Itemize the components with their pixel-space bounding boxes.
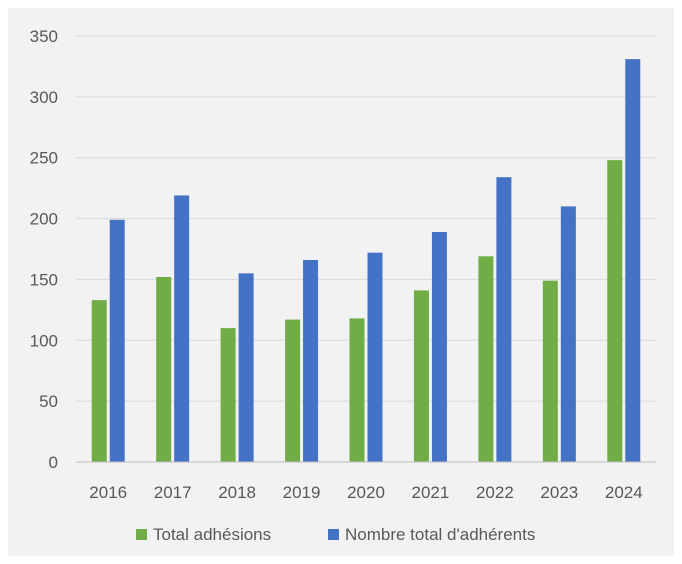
- y-tick-label: 350: [30, 27, 58, 46]
- y-axis-tick-labels: 0 50 100 150 200 250 300 350: [30, 27, 58, 472]
- x-tick-label: 2019: [283, 483, 321, 502]
- x-tick-label: 2021: [412, 483, 450, 502]
- bar-total-adhesions-2021: [413, 290, 429, 462]
- legend-item-nombre-total-adherents: Nombre total d'adhérents: [328, 525, 535, 544]
- x-tick-label: 2018: [218, 483, 256, 502]
- bar-nombre-total-adherents-2016: [109, 219, 125, 462]
- bar-total-adhesions-2017: [156, 276, 172, 462]
- gridlines: [76, 35, 656, 402]
- bar-nombre-total-adherents-2017: [174, 195, 190, 462]
- bar-nombre-total-adherents-2021: [431, 231, 447, 462]
- bar-nombre-total-adherents-2018: [238, 273, 254, 462]
- y-tick-label: 100: [30, 331, 58, 350]
- bar-nombre-total-adherents-2019: [303, 259, 319, 462]
- bar-nombre-total-adherents-2024: [625, 59, 641, 463]
- bars: [91, 59, 641, 463]
- bar-total-adhesions-2018: [220, 328, 236, 462]
- bar-total-adhesions-2016: [91, 300, 107, 462]
- bar-nombre-total-adherents-2023: [560, 206, 576, 462]
- y-tick-label: 200: [30, 210, 58, 229]
- y-tick-label: 0: [49, 453, 58, 472]
- legend-swatch: [136, 529, 147, 540]
- bar-total-adhesions-2024: [607, 160, 623, 463]
- bar-total-adhesions-2022: [478, 256, 494, 462]
- chart-area: 0 50 100 150 200 250 300 350 2016 2017 2018 2019 20…: [8, 8, 674, 556]
- x-tick-label: 2020: [347, 483, 385, 502]
- bar-nombre-total-adherents-2020: [367, 252, 383, 462]
- y-tick-label: 250: [30, 149, 58, 168]
- bar-total-adhesions-2020: [349, 318, 365, 462]
- x-tick-label: 2023: [540, 483, 578, 502]
- x-tick-label: 2017: [154, 483, 192, 502]
- x-tick-label: 2024: [605, 483, 643, 502]
- legend: Total adhésions Nombre total d'adhérents: [136, 525, 535, 544]
- legend-swatch: [328, 529, 339, 540]
- x-axis-tick-labels: 2016 2017 2018 2019 2020 2021 2022 2023 2024: [89, 483, 642, 502]
- y-tick-label: 150: [30, 270, 58, 289]
- x-tick-label: 2016: [89, 483, 127, 502]
- y-tick-label: 50: [39, 392, 58, 411]
- legend-item-total-adhesions: Total adhésions: [136, 525, 271, 544]
- legend-label: Total adhésions: [153, 525, 271, 544]
- bar-total-adhesions-2023: [542, 280, 558, 462]
- bar-total-adhesions-2019: [285, 319, 301, 462]
- legend-label: Nombre total d'adhérents: [345, 525, 535, 544]
- x-tick-label: 2022: [476, 483, 514, 502]
- y-tick-label: 300: [30, 88, 58, 107]
- bar-nombre-total-adherents-2022: [496, 177, 512, 462]
